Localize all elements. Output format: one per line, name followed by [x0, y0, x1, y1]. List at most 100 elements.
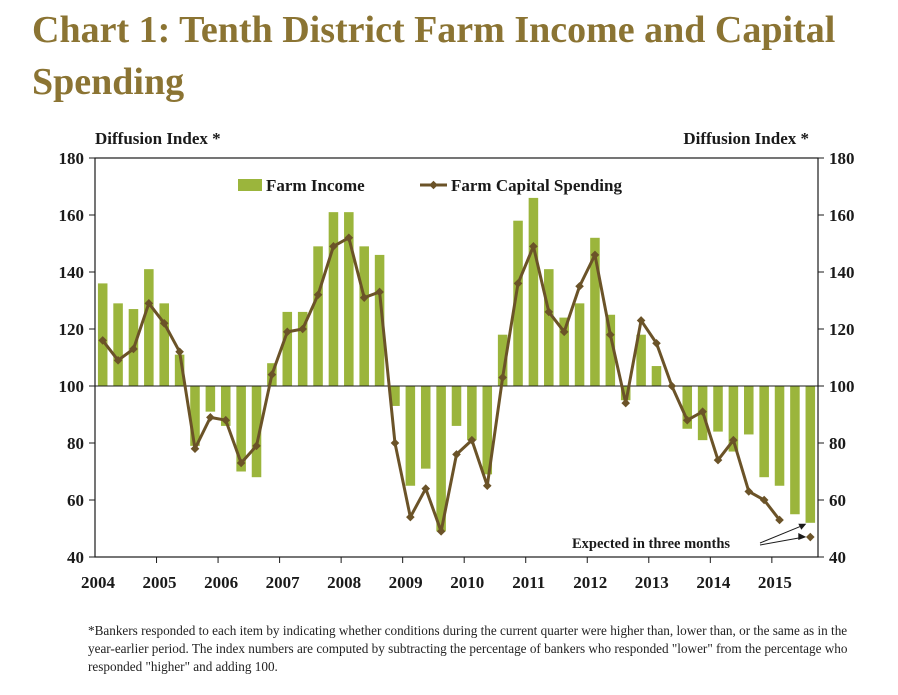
farm-capital-spending-point: [375, 287, 384, 297]
farm-capital-spending-point: [744, 487, 754, 496]
x-tick-label: 2008: [327, 573, 361, 592]
farm-income-bar: [620, 386, 631, 401]
y-tick-label-right: 60: [829, 491, 846, 510]
farm-income-bar: [513, 220, 523, 386]
farm-income-bar: [528, 197, 539, 386]
farm-income-bar: [405, 386, 416, 486]
farm-income-bar: [759, 386, 769, 478]
chart-title: Chart 1: Tenth District Farm Income and …: [32, 9, 836, 103]
y-tick-label-left: 180: [59, 149, 85, 168]
farm-income-bar: [482, 386, 493, 475]
x-tick-label: 2014: [696, 573, 731, 592]
legend-label-farm-income: Farm Income: [266, 176, 365, 195]
farm-income-bar: [97, 283, 108, 386]
farm-capital-spending-point: [313, 290, 323, 300]
legend-label-farm-capital-spending: Farm Capital Spending: [451, 176, 622, 195]
y-axis-label-left: Diffusion Index *: [95, 129, 221, 148]
farm-capital-spending-point: [221, 415, 231, 425]
farm-income-expected-bar: [805, 386, 816, 523]
farm-capital-spending-point: [144, 299, 154, 308]
farm-capital-spending-point: [252, 441, 261, 451]
annotation-arrow-point: [759, 536, 805, 546]
annotation-arrow-bar: [759, 524, 805, 544]
farm-income-bar: [436, 386, 446, 532]
farm-capital-spending-point: [406, 512, 415, 522]
farm-capital-spending-point: [775, 515, 784, 525]
y-tick-label-left: 100: [59, 377, 85, 396]
farm-income-bar: [144, 269, 154, 386]
farm-capital-spending-point: [236, 458, 246, 468]
farm-capital-spending-point: [190, 444, 200, 453]
farm-capital-spending-point: [436, 527, 446, 536]
farm-capital-spending-point: [713, 455, 723, 465]
farm-capital-spending-point: [698, 407, 707, 416]
farm-income-bar: [544, 269, 554, 386]
y-tick-label-left: 60: [67, 491, 84, 510]
y-tick-label-left: 120: [59, 320, 85, 339]
farm-income-bar: [220, 386, 231, 426]
x-tick-label: 2004: [81, 573, 116, 592]
farm-income-bar: [282, 311, 293, 386]
farm-income-bar: [390, 386, 400, 406]
plot-frame: [94, 157, 819, 558]
farm-capital-spending-point: [298, 324, 307, 334]
farm-income-bar: [774, 386, 785, 486]
farm-capital-spending-point: [667, 381, 677, 391]
farm-capital-spending-expected-point: [806, 532, 815, 542]
annotation-arrowhead-point: [798, 533, 807, 541]
farm-income-bar: [744, 386, 754, 435]
farm-capital-spending-point: [621, 398, 631, 408]
y-tick-label-left: 80: [67, 434, 84, 453]
x-tick-label: 2012: [573, 573, 607, 592]
farm-capital-spending-point: [559, 327, 569, 337]
farm-capital-spending-point: [467, 435, 477, 445]
farm-income-bar: [451, 386, 462, 426]
farm-capital-spending-point: [129, 344, 138, 354]
farm-capital-spending-point: [206, 413, 215, 422]
farm-capital-spending-point: [390, 438, 400, 448]
farm-income-bar: [682, 386, 693, 429]
farm-capital-spending-point: [498, 373, 507, 382]
y-tick-label-right: 160: [829, 206, 855, 225]
annotation-arrowhead-bar: [798, 523, 807, 530]
farm-income-bar: [190, 386, 200, 446]
y-tick-label-right: 120: [829, 320, 855, 339]
y-axis-label-right: Diffusion Index *: [683, 129, 809, 148]
farm-income-bar: [605, 314, 616, 386]
farm-income-bar: [713, 386, 723, 432]
y-tick-label-left: 40: [67, 548, 84, 567]
farm-capital-spending-point: [606, 330, 615, 339]
x-tick-label: 2011: [512, 573, 545, 592]
farm-capital-spending-point: [159, 319, 169, 328]
x-tick-label: 2009: [389, 573, 423, 592]
farm-income-bar: [328, 212, 339, 386]
y-tick-label-left: 140: [59, 263, 85, 282]
chart-svg: 40 40 60 60 80 80 100 100 120 120 140 140 160 160 180 1…: [59, 129, 855, 592]
farm-capital-spending-point: [359, 293, 369, 302]
farm-capital-spending-point: [344, 233, 354, 243]
farm-income-bar: [297, 311, 308, 386]
farm-capital-spending-point: [482, 481, 492, 491]
legend-marker-farm-capital-spending: [429, 180, 438, 190]
farm-income-bar: [159, 303, 169, 386]
y-tick-label-left: 160: [59, 206, 85, 225]
y-tick-label-right: 80: [829, 434, 846, 453]
farm-income-bar: [559, 317, 569, 386]
farm-income-bar: [420, 386, 431, 469]
farm-capital-spending-point: [267, 370, 277, 379]
farm-capital-spending-point: [421, 484, 431, 493]
farm-capital-spending-point: [175, 347, 184, 357]
farm-income-bar: [497, 334, 508, 386]
farm-capital-spending-point: [452, 450, 461, 459]
legend-swatch-farm-income: [238, 179, 262, 191]
y-tick-label-right: 140: [829, 263, 855, 282]
farm-capital-spending-point: [575, 281, 584, 291]
y-tick-label-right: 40: [829, 548, 846, 567]
x-tick-label: 2015: [758, 573, 792, 592]
farm-capital-spending-point: [682, 415, 692, 425]
expected-annotation: Expected in three months: [572, 536, 730, 552]
farm-capital-spending-point: [544, 307, 554, 317]
farm-income-bar: [467, 386, 477, 441]
x-tick-label: 2006: [204, 573, 238, 592]
farm-income-bar: [359, 246, 369, 386]
